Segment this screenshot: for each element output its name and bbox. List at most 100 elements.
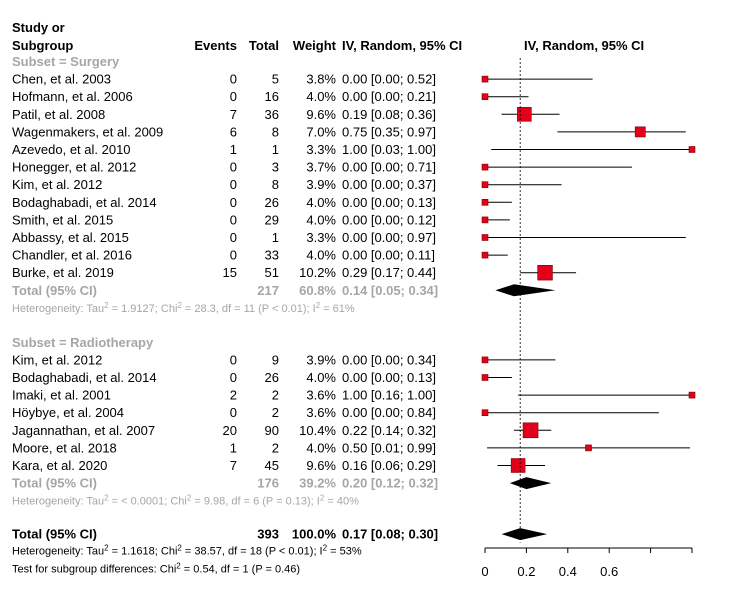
study-events: 6 — [230, 124, 237, 139]
study-events: 20 — [223, 423, 237, 438]
overall-heterogeneity: Heterogeneity: Tau2 = 1.1618; Chi2 = 38.… — [12, 543, 362, 558]
subtotal-weight: 39.2% — [299, 476, 336, 491]
study-weight: 3.8% — [306, 72, 336, 87]
study-events: 7 — [230, 458, 237, 473]
study-weight: 9.6% — [306, 107, 336, 122]
subtotal-total: 176 — [257, 476, 279, 491]
subtotal-diamond — [495, 284, 556, 297]
study-total: 2 — [272, 405, 279, 420]
study-total: 51 — [265, 265, 279, 280]
study-events: 0 — [230, 405, 237, 420]
study-weight: 9.6% — [306, 458, 336, 473]
study-name: Jagannathan, et al. 2007 — [12, 423, 155, 438]
study-total: 5 — [272, 72, 279, 87]
study-box — [688, 391, 696, 399]
study-weight: 4.0% — [306, 440, 336, 455]
study-name: Chandler, et al. 2016 — [12, 248, 132, 263]
study-box — [481, 163, 489, 171]
study-total: 2 — [272, 388, 279, 403]
study-events: 0 — [230, 230, 237, 245]
subgroup-title: Subset = Radiotherapy — [12, 335, 154, 350]
study-name: Smith, et al. 2015 — [12, 212, 113, 227]
subtotal-diamond — [509, 477, 552, 490]
study-total: 1 — [272, 230, 279, 245]
study-name: Wagenmakers, et al. 2009 — [12, 124, 163, 139]
overall-diamond — [501, 528, 548, 541]
study-total: 26 — [265, 195, 279, 210]
study-box — [481, 181, 489, 188]
study-box — [522, 422, 539, 439]
study-events: 0 — [230, 370, 237, 385]
subtotal-weight: 60.8% — [299, 283, 336, 298]
study-box — [481, 409, 489, 417]
study-ci: 0.00 [0.00; 0.84] — [342, 405, 436, 420]
study-box — [481, 93, 489, 100]
study-ci: 0.00 [0.00; 0.71] — [342, 160, 436, 175]
study-ci: 0.00 [0.00; 0.12] — [342, 212, 436, 227]
study-ci: 0.00 [0.00; 0.11] — [342, 248, 435, 263]
study-weight: 4.0% — [306, 212, 336, 227]
x-tick-label: 0.2 — [517, 564, 535, 579]
study-total: 36 — [265, 107, 279, 122]
study-weight: 10.2% — [299, 265, 336, 280]
study-box — [481, 75, 489, 83]
study-ci: 0.00 [0.00; 0.13] — [342, 370, 436, 385]
study-weight: 10.4% — [299, 423, 336, 438]
subgroup-heterogeneity: Heterogeneity: Tau2 = < 0.0001; Chi2 = 9… — [12, 493, 359, 508]
study-events: 0 — [230, 89, 237, 104]
study-total: 90 — [265, 423, 279, 438]
study-box — [481, 356, 489, 364]
study-name: Honegger, et al. 2012 — [12, 160, 136, 175]
study-name: Moore, et al. 2018 — [12, 440, 117, 455]
study-name: Chen, et al. 2003 — [12, 72, 111, 87]
subgroup-test: Test for subgroup differences: Chi2 = 0.… — [12, 561, 300, 576]
study-ci: 0.00 [0.00; 0.52] — [342, 72, 436, 87]
column-headers: Study or Subgroup Events Total Weight IV… — [12, 20, 644, 53]
subtotal-label: Total (95% CI) — [12, 283, 97, 298]
study-name: Hofmann, et al. 2006 — [12, 89, 133, 104]
overall-total: 393 — [257, 527, 279, 542]
study-events: 1 — [230, 440, 237, 455]
study-ci: 0.00 [0.00; 0.21] — [342, 89, 436, 104]
study-events: 7 — [230, 107, 237, 122]
header-plot: IV, Random, 95% CI — [524, 38, 644, 53]
study-total: 1 — [272, 142, 279, 157]
study-weight: 4.0% — [306, 370, 336, 385]
study-ci: 0.00 [0.00; 0.97] — [342, 230, 436, 245]
study-weight: 3.3% — [306, 230, 336, 245]
header-events: Events — [194, 38, 237, 53]
study-total: 9 — [272, 352, 279, 367]
header-weight: Weight — [293, 38, 337, 53]
study-total: 45 — [265, 458, 279, 473]
study-events: 0 — [230, 352, 237, 367]
header-study-line1: Study or — [12, 20, 65, 35]
study-weight: 3.9% — [306, 352, 336, 367]
x-tick-label: 0.4 — [559, 564, 577, 579]
study-events: 0 — [230, 212, 237, 227]
study-ci: 0.75 [0.35; 0.97] — [342, 124, 436, 139]
study-name: Abbassy, et al. 2015 — [12, 230, 129, 245]
subtotal-ci: 0.14 [0.05; 0.34] — [342, 283, 438, 298]
study-weight: 4.0% — [306, 248, 336, 263]
study-weight: 3.6% — [306, 405, 336, 420]
study-events: 0 — [230, 160, 237, 175]
study-weight: 7.0% — [306, 124, 336, 139]
study-events: 0 — [230, 195, 237, 210]
study-box — [481, 199, 489, 206]
study-ci: 0.19 [0.08; 0.36] — [342, 107, 436, 122]
study-box — [634, 126, 646, 138]
study-events: 1 — [230, 142, 237, 157]
study-box — [481, 216, 489, 224]
study-box — [481, 234, 489, 241]
study-total: 3 — [272, 160, 279, 175]
study-box — [481, 251, 489, 259]
subtotal-ci: 0.20 [0.12; 0.32] — [342, 476, 438, 491]
study-name: Azevedo, et al. 2010 — [12, 142, 131, 157]
study-box — [585, 444, 592, 452]
x-tick-label: 0.6 — [600, 564, 618, 579]
study-events: 0 — [230, 177, 237, 192]
study-total: 33 — [265, 248, 279, 263]
subgroup-title: Subset = Surgery — [12, 54, 120, 69]
header-total: Total — [249, 38, 279, 53]
